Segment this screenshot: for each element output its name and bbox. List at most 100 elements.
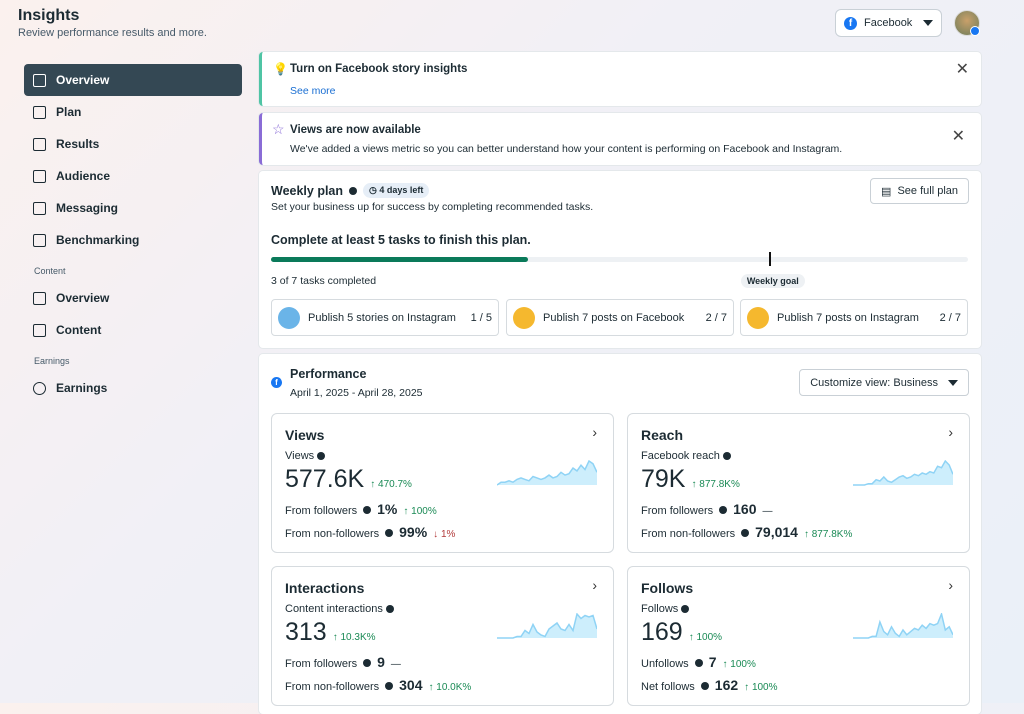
sparkline (497, 613, 597, 639)
metric-name: Content interactions (285, 603, 383, 615)
metric-change-value: 470.7% (378, 479, 412, 490)
sparkline-line (853, 613, 953, 639)
close-icon[interactable]: ✕ (951, 128, 965, 145)
info-icon[interactable] (385, 529, 394, 537)
metric-label: Views (285, 450, 326, 462)
info-icon[interactable] (694, 659, 703, 667)
chevron-right-icon[interactable]: › (592, 424, 597, 440)
goal-text: Complete at least 5 tasks to finish this… (271, 233, 531, 247)
facebook-badge-icon (970, 26, 980, 36)
sidebar-item-earnings[interactable]: Earnings (24, 372, 242, 404)
pencil-icon (513, 306, 535, 329)
row-label: Net follows (641, 681, 695, 693)
weekly-goal-label: Weekly goal (740, 274, 805, 288)
days-left-badge: ◷ 4 days left (363, 183, 430, 198)
metric-breakdown-row: From followers 160 — (641, 501, 772, 517)
metric-breakdown-row: From followers 9 — (285, 654, 401, 670)
sidebar-item-benchmarking[interactable]: Benchmarking (24, 224, 242, 256)
page-title: Insights (18, 7, 80, 24)
row-label: From non-followers (285, 681, 380, 693)
metric-card-reach[interactable]: Reach › Facebook reach 79K ↑ 877.8K% From… (627, 413, 970, 553)
weekly-plan-card: Weekly plan ◷ 4 days left Set your busin… (259, 171, 981, 348)
lightbulb-icon: 💡 (273, 62, 288, 76)
facebook-icon: f (844, 16, 857, 30)
sidebar-item-messaging[interactable]: Messaging (24, 192, 242, 224)
chevron-right-icon[interactable]: › (592, 577, 597, 593)
metric-value: 577.6K ↑ 470.7% (285, 465, 412, 494)
info-icon[interactable] (385, 605, 394, 614)
performance-card: f Performance April 1, 2025 - April 28, … (259, 354, 981, 714)
sidebar-item-plan[interactable]: Plan (24, 96, 242, 128)
sparkline-area (853, 461, 953, 485)
metric-card-title: Follows (641, 580, 694, 596)
metric-card-interactions[interactable]: Interactions › Content interactions 313 ↑… (271, 566, 614, 706)
info-icon[interactable] (722, 452, 731, 461)
weekly-plan-title: Weekly plan (271, 183, 344, 198)
sidebar-item-audience[interactable]: Audience (24, 160, 242, 192)
info-icon[interactable] (741, 529, 750, 537)
task-label: Publish 7 posts on Facebook (543, 311, 685, 324)
metric-value-text: 313 (285, 618, 327, 646)
avatar[interactable] (954, 10, 980, 36)
info-icon[interactable] (317, 452, 326, 461)
nav-label: Audience (56, 169, 111, 183)
sidebar-item-content[interactable]: Content (24, 314, 242, 346)
row-change: ↑ 100% (403, 506, 437, 517)
sparkline (497, 460, 597, 486)
nav-label: Overview (56, 291, 110, 305)
info-icon[interactable] (385, 682, 394, 690)
nav-label: Content (56, 323, 102, 337)
metric-name: Views (285, 450, 315, 462)
metric-breakdown-row: Unfollows 7 ↑ 100% (641, 654, 756, 670)
metric-card-views[interactable]: Views › Views 577.6K ↑ 470.7% From follow… (271, 413, 614, 553)
sidebar-item-results[interactable]: Results (24, 128, 242, 160)
row-value: 162 (714, 677, 739, 693)
task-item[interactable]: Publish 5 stories on Instagram 1 / 5 (271, 299, 499, 336)
caret-down-icon (923, 20, 933, 26)
info-icon[interactable] (349, 186, 358, 195)
nav-label: Earnings (56, 381, 108, 395)
see-more-link[interactable]: See more (290, 85, 336, 97)
chevron-right-icon[interactable]: › (948, 577, 953, 593)
dropdown-label: Customize view: Business (810, 376, 938, 389)
caret-down-icon (948, 379, 958, 386)
info-icon[interactable] (700, 682, 709, 690)
task-label: Publish 7 posts on Instagram (777, 311, 919, 324)
metric-change: ↑ 10.3K% (332, 632, 376, 643)
row-value: 1% (377, 501, 398, 517)
chart-icon (33, 137, 46, 151)
row-value: 9 (377, 654, 385, 670)
info-icon[interactable] (681, 605, 690, 614)
close-icon[interactable]: ✕ (955, 61, 969, 78)
task-progress: 2 / 7 (939, 311, 961, 324)
metric-card-follows[interactable]: Follows › Follows 169 ↑ 100% Unfollows 7 ↑ … (627, 566, 970, 706)
plan-icon: ▤ (881, 185, 892, 198)
views-banner: ☆ Views are now available We've added a … (259, 113, 981, 165)
metric-name: Facebook reach (641, 450, 720, 462)
metric-name: Follows (641, 603, 679, 615)
account-selector-label: Facebook (864, 17, 913, 29)
chevron-right-icon[interactable]: › (948, 424, 953, 440)
progress-fill (271, 257, 528, 262)
task-item[interactable]: Publish 7 posts on Instagram 2 / 7 (740, 299, 968, 336)
row-change: ↑ 10.0K% (428, 682, 472, 693)
facebook-icon: f (271, 377, 282, 388)
see-full-plan-button[interactable]: ▤ See full plan (870, 178, 969, 204)
sparkline (853, 460, 953, 486)
customize-view-dropdown[interactable]: Customize view: Business (799, 369, 969, 396)
task-item[interactable]: Publish 7 posts on Facebook 2 / 7 (506, 299, 734, 336)
sidebar-item-overview[interactable]: Overview (24, 64, 242, 96)
days-left-text: 4 days left (379, 185, 424, 195)
info-icon[interactable] (363, 659, 372, 667)
benchmark-icon (33, 233, 46, 247)
account-selector[interactable]: f Facebook (835, 9, 942, 37)
info-icon[interactable] (719, 506, 728, 514)
sidebar-item-content-overview[interactable]: Overview (24, 282, 242, 314)
info-icon[interactable] (363, 506, 372, 514)
weekly-plan-description: Set your business up for success by comp… (271, 201, 594, 213)
banner-title: Views are now available (290, 124, 421, 136)
banner-title: Turn on Facebook story insights (290, 63, 468, 75)
sparkline-area (853, 614, 953, 638)
metric-value: 313 ↑ 10.3K% (285, 618, 376, 647)
metric-label: Content interactions (285, 603, 394, 615)
